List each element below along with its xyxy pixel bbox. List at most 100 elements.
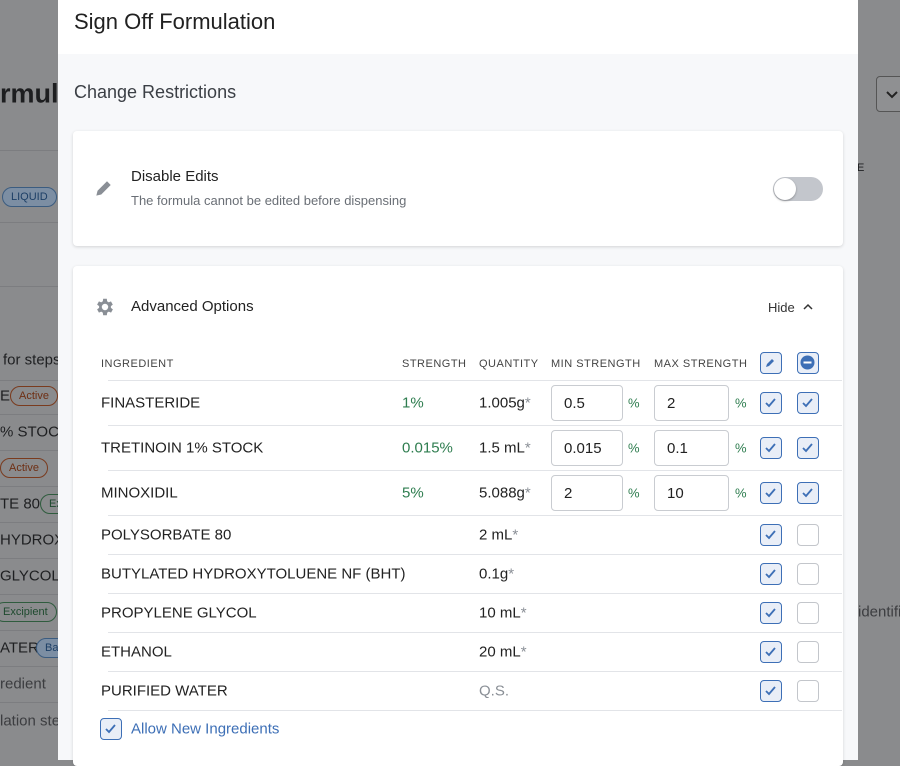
edit-checkbox[interactable] — [760, 601, 782, 624]
remove-checkbox[interactable] — [797, 436, 819, 459]
background-text: HYDROXY — [0, 531, 75, 549]
background-text: for steps — [3, 351, 61, 369]
min-strength-input[interactable]: 0.5 — [551, 384, 623, 421]
max-strength-input[interactable]: 0.1 — [654, 429, 729, 466]
edit-checkbox[interactable] — [760, 391, 782, 414]
row-line — [0, 450, 58, 451]
column-header: MIN STRENGTH — [551, 358, 641, 370]
min-strength-input[interactable]: 2 — [551, 474, 623, 511]
edit-checkbox[interactable] — [760, 640, 782, 663]
modal-header: Sign Off Formulation — [58, 0, 858, 54]
column-header: QUANTITY — [479, 358, 539, 370]
ingredient-name: PURIFIED WATER — [101, 682, 228, 699]
required-mark: * — [512, 526, 519, 543]
remove-checkbox[interactable] — [797, 481, 819, 504]
row-separator — [108, 515, 842, 516]
max-strength-input[interactable]: 2 — [654, 384, 729, 421]
quantity-value: 1.005g — [479, 394, 525, 411]
row-line — [0, 486, 58, 487]
column-header: STRENGTH — [402, 358, 467, 370]
select-box — [876, 76, 900, 112]
ingredient-name: PROPYLENE GLYCOL — [101, 604, 257, 621]
remove-all-checkbox[interactable] — [797, 352, 819, 374]
ingredient-name: POLYSORBATE 80 — [101, 526, 232, 543]
percent-sign: % — [628, 440, 640, 455]
quantity-value: Q.S. — [479, 682, 510, 699]
quantity: 10 mL* — [479, 604, 527, 621]
remove-checkbox[interactable] — [797, 391, 819, 414]
remove-checkbox[interactable] — [797, 523, 819, 546]
gear-icon — [97, 298, 113, 316]
edit-checkbox[interactable] — [760, 523, 782, 546]
quantity: 1.005g* — [479, 394, 531, 411]
quantity-value: 20 mL — [479, 643, 521, 660]
row-line — [0, 666, 58, 667]
remove-checkbox[interactable] — [797, 562, 819, 585]
row-line — [0, 380, 58, 381]
row-line — [0, 594, 58, 595]
hide-button[interactable]: Hide — [768, 300, 795, 315]
row-separator — [108, 470, 842, 471]
required-mark: * — [524, 394, 531, 411]
allow-new-checkbox[interactable] — [100, 718, 122, 740]
quantity-value: 10 mL — [479, 604, 521, 621]
quantity: Q.S. — [479, 682, 509, 699]
edit-checkbox[interactable] — [760, 436, 782, 459]
background-text: Excipient — [0, 602, 57, 622]
ingredient-name: TRETINOIN 1% STOCK — [101, 439, 264, 456]
row-line — [0, 558, 58, 559]
quantity: 1.5 mL* — [479, 439, 531, 456]
row-line — [0, 702, 58, 703]
row-line — [0, 286, 58, 287]
chevron — [886, 91, 898, 99]
column-header: MAX STRENGTH — [654, 358, 748, 370]
row-separator — [108, 671, 842, 672]
edit-checkbox[interactable] — [760, 562, 782, 585]
quantity-value: 2 mL — [479, 526, 513, 543]
quantity: 2 mL* — [479, 526, 518, 543]
max-strength-input[interactable]: 10 — [654, 474, 729, 511]
edit-checkbox[interactable] — [760, 679, 782, 702]
background-text: identifi — [858, 603, 900, 621]
row-separator — [108, 425, 842, 426]
allow-new-label[interactable]: Allow New Ingredients — [131, 720, 280, 738]
option-description: The formula cannot be edited before disp… — [131, 193, 407, 208]
modal-title: Sign Off Formulation — [74, 9, 276, 34]
advanced-card: Advanced Options Hide INGREDIENT STRENGTH… — [73, 266, 843, 766]
background-text: TE 80 — [0, 495, 41, 513]
background-text: % STOCK — [0, 423, 69, 441]
background-text: Active — [10, 386, 58, 406]
edit-all-checkbox[interactable] — [760, 352, 782, 374]
ingredient-name: FINASTERIDE — [101, 394, 201, 411]
ingredient-name: MINOXIDIL — [101, 484, 178, 501]
background-text: rmul — [0, 78, 59, 109]
row-line — [0, 414, 58, 415]
quantity-value: 1.5 mL — [479, 439, 525, 456]
percent-sign: % — [735, 395, 747, 410]
row-separator — [108, 554, 842, 555]
percent-sign: % — [628, 485, 640, 500]
quantity: 20 mL* — [479, 643, 527, 660]
edit-checkbox[interactable] — [760, 481, 782, 504]
caret[interactable] — [802, 302, 814, 312]
remove-checkbox[interactable] — [797, 601, 819, 624]
row-separator — [108, 593, 842, 594]
row-line — [0, 630, 58, 631]
strength: 1% — [402, 394, 424, 411]
strength: 5% — [402, 484, 424, 501]
remove-checkbox[interactable] — [797, 640, 819, 663]
option-title: Advanced Options — [131, 298, 254, 315]
min-strength-input[interactable]: 0.015 — [551, 429, 623, 466]
background-text: GLYCOL — [0, 567, 60, 585]
required-mark: * — [520, 604, 527, 621]
strength: 0.015% — [402, 439, 453, 456]
remove-checkbox[interactable] — [797, 679, 819, 702]
background-text: LIQUID — [2, 187, 57, 207]
required-mark: * — [520, 643, 527, 660]
toggle[interactable] — [773, 177, 823, 201]
quantity-value: 0.1g — [479, 565, 509, 582]
background-text: Active — [0, 458, 48, 478]
quantity-value: 5.088g — [479, 484, 525, 501]
column-header: INGREDIENT — [101, 358, 174, 370]
